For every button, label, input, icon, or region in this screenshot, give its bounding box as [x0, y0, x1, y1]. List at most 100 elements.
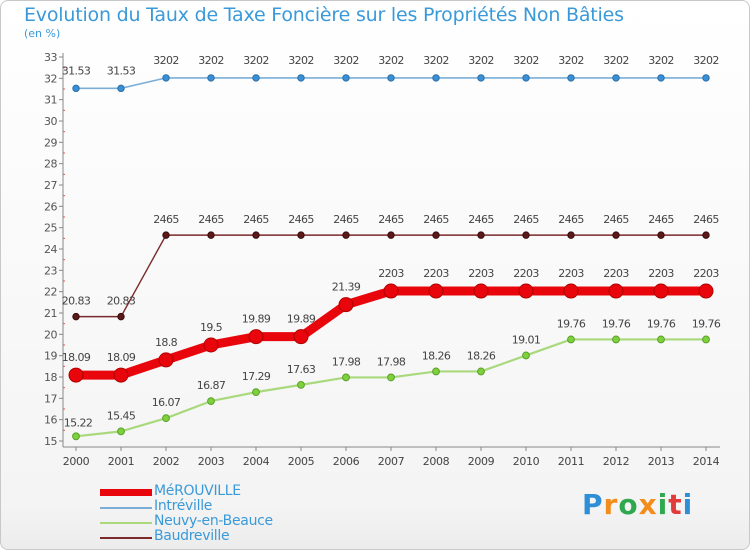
data-label-neuvy-en-beauce: 16.07 [152, 396, 181, 409]
x-tick-label: 2007 [378, 455, 405, 468]
data-point-intreville [342, 74, 350, 82]
x-tick-label: 2012 [603, 455, 629, 468]
chart-title: Evolution du Taux de Taxe Foncière sur l… [24, 4, 624, 26]
x-tick-label: 2011 [558, 455, 584, 468]
y-tick-label: 21 [44, 307, 57, 320]
data-point-neuvy-en-beauce [162, 414, 170, 423]
data-point-neuvy-en-beauce [387, 373, 395, 382]
data-label-neuvy-en-beauce: 15.22 [64, 416, 93, 429]
data-label-neuvy-en-beauce: 17.63 [287, 363, 316, 376]
data-point-baudreville [702, 231, 710, 239]
data-point-neuvy-en-beauce [477, 367, 485, 376]
data-point-baudreville [207, 231, 215, 239]
x-tick-label: 2014 [693, 455, 720, 468]
proxiti-logo[interactable]: Proxiti [582, 488, 694, 521]
data-label-baudreville: 20.83 [107, 295, 136, 308]
data-point-intreville [297, 74, 305, 82]
data-point-intreville [162, 74, 170, 82]
y-tick-label: 27 [44, 179, 57, 192]
data-point-neuvy-en-beauce [522, 351, 530, 360]
y-tick-label: 20 [44, 328, 57, 341]
data-point-baudreville [522, 231, 530, 239]
data-label-baudreville: 2465 [378, 213, 404, 226]
data-point-baudreville [567, 231, 575, 239]
data-label-baudreville: 2465 [153, 213, 179, 226]
data-label-intreville: 3202 [198, 54, 224, 67]
legend-label-baudreville: Baudreville [154, 528, 230, 544]
data-label-baudreville: 2465 [243, 213, 269, 226]
data-point-merouville [698, 283, 714, 299]
data-label-neuvy-en-beauce: 15.45 [107, 409, 136, 422]
unit-label: (en %) [24, 27, 61, 40]
data-point-intreville [432, 74, 440, 82]
data-label-merouville: 18.8 [155, 336, 178, 349]
data-point-merouville [608, 283, 624, 299]
data-label-intreville: 3202 [153, 54, 179, 67]
y-tick-label: 19 [44, 350, 57, 363]
legend-label-merouville: MéROUVILLE [154, 483, 241, 499]
data-label-baudreville: 20.83 [62, 295, 91, 308]
data-label-merouville: 19.5 [200, 321, 223, 334]
data-point-merouville [338, 297, 354, 313]
data-label-baudreville: 2465 [603, 213, 629, 226]
data-label-intreville: 3202 [558, 54, 584, 67]
data-point-intreville [567, 74, 575, 82]
data-point-intreville [612, 74, 620, 82]
data-point-merouville [293, 329, 309, 345]
data-point-neuvy-en-beauce [657, 335, 665, 344]
y-tick-label: 25 [44, 222, 57, 235]
data-point-baudreville [387, 231, 395, 239]
data-label-intreville: 3202 [333, 54, 359, 67]
data-point-intreville [207, 74, 215, 82]
data-point-neuvy-en-beauce [612, 335, 620, 344]
legend-swatch-baudreville [100, 537, 152, 539]
data-label-neuvy-en-beauce: 17.98 [332, 355, 361, 368]
data-point-neuvy-en-beauce [252, 388, 260, 397]
data-label-baudreville: 2465 [333, 213, 359, 226]
data-point-merouville [248, 329, 264, 345]
data-point-neuvy-en-beauce [342, 373, 350, 382]
data-label-neuvy-en-beauce: 19.76 [647, 317, 676, 330]
y-tick-label: 18 [44, 371, 57, 384]
data-point-merouville [158, 352, 174, 368]
data-label-intreville: 3202 [513, 54, 539, 67]
data-point-merouville [428, 283, 444, 299]
data-label-merouville: 18.09 [62, 351, 91, 364]
data-label-intreville: 3202 [378, 54, 404, 67]
data-point-neuvy-en-beauce [567, 335, 575, 344]
x-tick-label: 2006 [333, 455, 360, 468]
data-label-merouville: 19.89 [242, 313, 271, 326]
data-label-intreville: 3202 [693, 54, 719, 67]
data-label-intreville: 3202 [423, 54, 449, 67]
data-label-intreville: 31.53 [62, 64, 91, 77]
data-point-intreville [387, 74, 395, 82]
y-tick-label: 31 [44, 94, 57, 107]
data-label-merouville: 2203 [378, 267, 404, 280]
data-point-intreville [72, 84, 80, 93]
data-label-intreville: 31.53 [107, 64, 136, 77]
data-point-baudreville [252, 231, 260, 239]
data-label-baudreville: 2465 [198, 213, 224, 226]
data-point-baudreville [72, 312, 80, 321]
legend-swatch-intreville [100, 507, 152, 509]
x-tick-label: 2010 [513, 455, 540, 468]
legend-swatch-merouville [100, 489, 152, 496]
data-point-neuvy-en-beauce [72, 432, 80, 441]
data-label-merouville: 2203 [648, 267, 674, 280]
legend-label-intreville: Intréville [154, 498, 213, 514]
x-tick-label: 2001 [108, 455, 134, 468]
data-point-intreville [477, 74, 485, 82]
data-label-neuvy-en-beauce: 19.76 [557, 317, 586, 330]
data-point-neuvy-en-beauce [207, 397, 215, 406]
data-point-neuvy-en-beauce [432, 367, 440, 376]
data-label-intreville: 3202 [603, 54, 629, 67]
data-point-intreville [522, 74, 530, 82]
y-tick-label: 32 [44, 72, 57, 85]
data-label-baudreville: 2465 [288, 213, 314, 226]
x-tick-label: 2008 [423, 455, 450, 468]
x-tick-label: 2004 [243, 455, 270, 468]
data-point-intreville [657, 74, 665, 82]
x-tick-label: 2005 [288, 455, 315, 468]
